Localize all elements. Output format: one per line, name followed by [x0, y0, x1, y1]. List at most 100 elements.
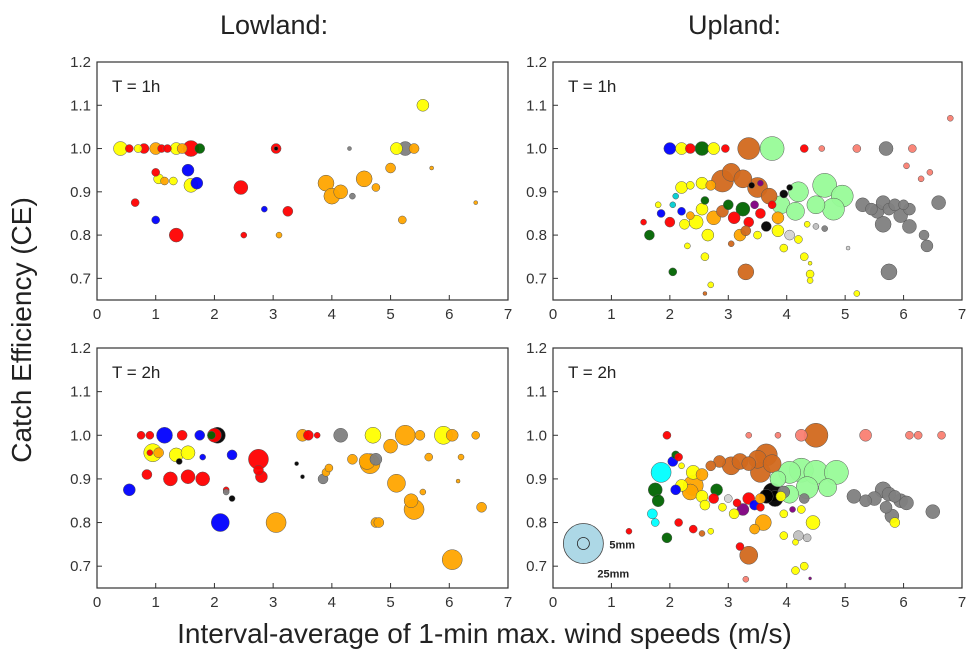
data-point	[699, 499, 711, 511]
data-point	[133, 144, 143, 153]
data-point	[473, 200, 478, 205]
x-tick-label: 6	[445, 306, 453, 323]
data-point	[429, 165, 434, 171]
y-tick-label: 0.7	[526, 558, 547, 575]
y-tick-label: 1.2	[70, 340, 91, 357]
data-point	[786, 184, 793, 191]
data-point	[698, 530, 706, 537]
data-point	[931, 195, 946, 210]
data-point	[175, 458, 183, 465]
data-point	[761, 221, 772, 232]
data-point	[349, 192, 356, 200]
x-tick-label: 3	[269, 306, 277, 323]
x-tick-label: 1	[152, 306, 160, 323]
data-point	[679, 219, 690, 230]
data-point	[745, 432, 752, 439]
x-tick-label: 7	[958, 594, 966, 611]
panel-annotation: T = 1h	[112, 77, 160, 96]
data-point	[779, 531, 789, 540]
data-point	[476, 502, 487, 513]
data-point	[226, 449, 238, 461]
y-tick-label: 0.7	[70, 270, 91, 287]
data-point	[818, 478, 837, 497]
data-point	[273, 146, 279, 151]
data-point	[125, 144, 134, 153]
data-point	[688, 524, 698, 534]
y-tick-label: 1.1	[526, 384, 547, 401]
data-point	[176, 430, 188, 441]
data-point	[789, 506, 796, 513]
data-point	[398, 215, 407, 225]
data-point	[759, 136, 785, 161]
data-point	[774, 432, 782, 439]
x-tick-label: 3	[269, 594, 277, 611]
data-point	[740, 225, 752, 237]
data-point	[253, 464, 264, 476]
data-point	[812, 223, 820, 230]
data-point	[233, 180, 249, 195]
data-point	[686, 211, 695, 220]
data-points	[640, 115, 954, 297]
data-point	[762, 454, 782, 473]
data-point	[369, 453, 383, 466]
data-point	[805, 515, 821, 530]
y-tick-label: 0.7	[526, 270, 547, 287]
y-tick-label: 0.8	[526, 515, 547, 532]
panel-upland-1h: 0 1 2 3 4 5 6 7 0.7 0.8 0.9 1.0 1.1 1.2 T = 1h	[526, 54, 966, 323]
data-point	[737, 137, 760, 160]
data-point	[347, 146, 352, 151]
data-point	[742, 576, 750, 583]
data-point	[727, 240, 735, 247]
x-tick-label: 5	[841, 594, 849, 611]
data-point	[194, 430, 205, 441]
x-tick-label: 3	[724, 594, 732, 611]
data-point	[141, 469, 153, 480]
data-point	[913, 431, 923, 440]
data-point	[424, 452, 433, 462]
data-point	[419, 488, 427, 496]
data-point	[385, 162, 396, 174]
data-point	[846, 489, 862, 504]
data-point	[749, 523, 760, 535]
data-point	[403, 493, 419, 508]
data-point	[695, 468, 709, 481]
x-tick-label: 2	[210, 594, 218, 611]
y-tick-label: 0.9	[70, 184, 91, 201]
data-point	[416, 99, 430, 112]
data-point	[153, 447, 164, 458]
data-point	[445, 429, 459, 442]
data-point	[333, 184, 348, 200]
y-tick-label: 1.1	[526, 97, 547, 114]
x-tick-label: 5	[386, 306, 394, 323]
data-point	[151, 215, 160, 225]
y-tick-label: 0.9	[526, 184, 547, 201]
column-title-upland: Upland:	[688, 10, 782, 40]
data-point	[457, 453, 465, 461]
data-point	[644, 229, 655, 241]
x-tick-label: 0	[549, 306, 557, 323]
data-point	[207, 431, 216, 440]
data-point	[654, 201, 662, 209]
y-tick-label: 1.0	[526, 141, 547, 158]
data-point	[727, 211, 741, 225]
data-point	[728, 508, 740, 520]
data-point	[718, 503, 727, 512]
data-point	[700, 252, 710, 261]
data-point	[664, 216, 676, 228]
x-tick-label: 7	[504, 306, 512, 323]
data-point	[228, 495, 236, 502]
data-point	[146, 449, 154, 456]
data-point	[788, 181, 809, 203]
data-point	[755, 493, 766, 504]
x-tick-label: 2	[666, 594, 674, 611]
x-tick-label: 6	[899, 306, 907, 323]
data-point	[294, 461, 299, 466]
data-point	[670, 484, 681, 496]
data-point	[739, 546, 758, 565]
column-title-lowland: Lowland:	[220, 10, 329, 40]
data-point	[211, 513, 230, 532]
data-point	[724, 494, 733, 503]
y-tick-label: 1.0	[70, 141, 91, 158]
